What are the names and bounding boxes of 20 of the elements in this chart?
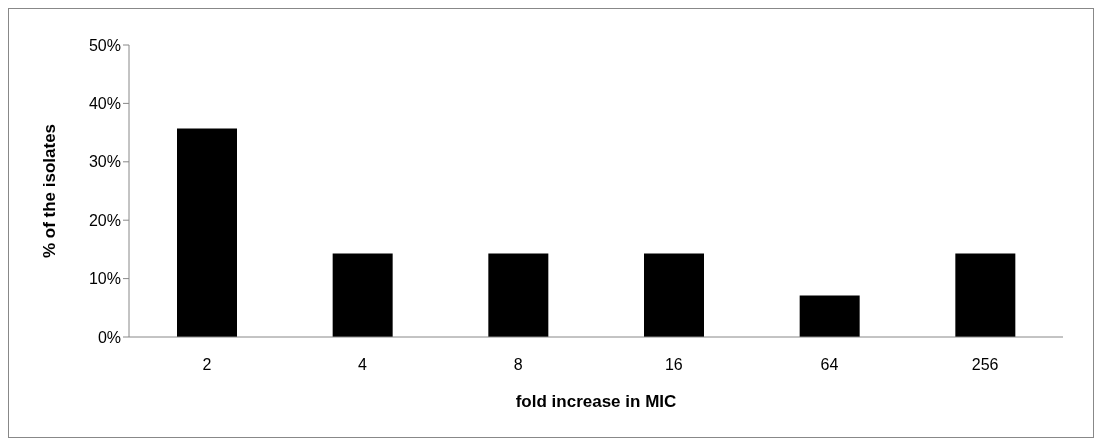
- y-tick-label: 10%: [88, 270, 121, 288]
- x-axis-title: fold increase in MIC: [515, 392, 677, 411]
- bar: [644, 253, 704, 337]
- y-axis-title: % of the isolates: [40, 123, 60, 259]
- y-tick-label: 50%: [88, 36, 121, 54]
- bar: [799, 295, 860, 337]
- x-tick-label: 2: [202, 356, 212, 374]
- x-tick-label: 64: [820, 356, 839, 374]
- bar: [332, 253, 393, 337]
- x-tick-label: 256: [971, 356, 999, 374]
- bar: [177, 128, 237, 337]
- x-tick-label: 16: [664, 356, 683, 374]
- y-tick-label: 30%: [88, 153, 121, 171]
- y-tick-label: 0%: [97, 328, 121, 346]
- x-tick-label: 8: [513, 356, 523, 374]
- x-tick-label: 4: [358, 356, 368, 374]
- bar: [488, 253, 549, 337]
- y-tick-label: 20%: [88, 211, 121, 229]
- bar: [955, 253, 1016, 337]
- y-tick-label: 40%: [88, 95, 121, 113]
